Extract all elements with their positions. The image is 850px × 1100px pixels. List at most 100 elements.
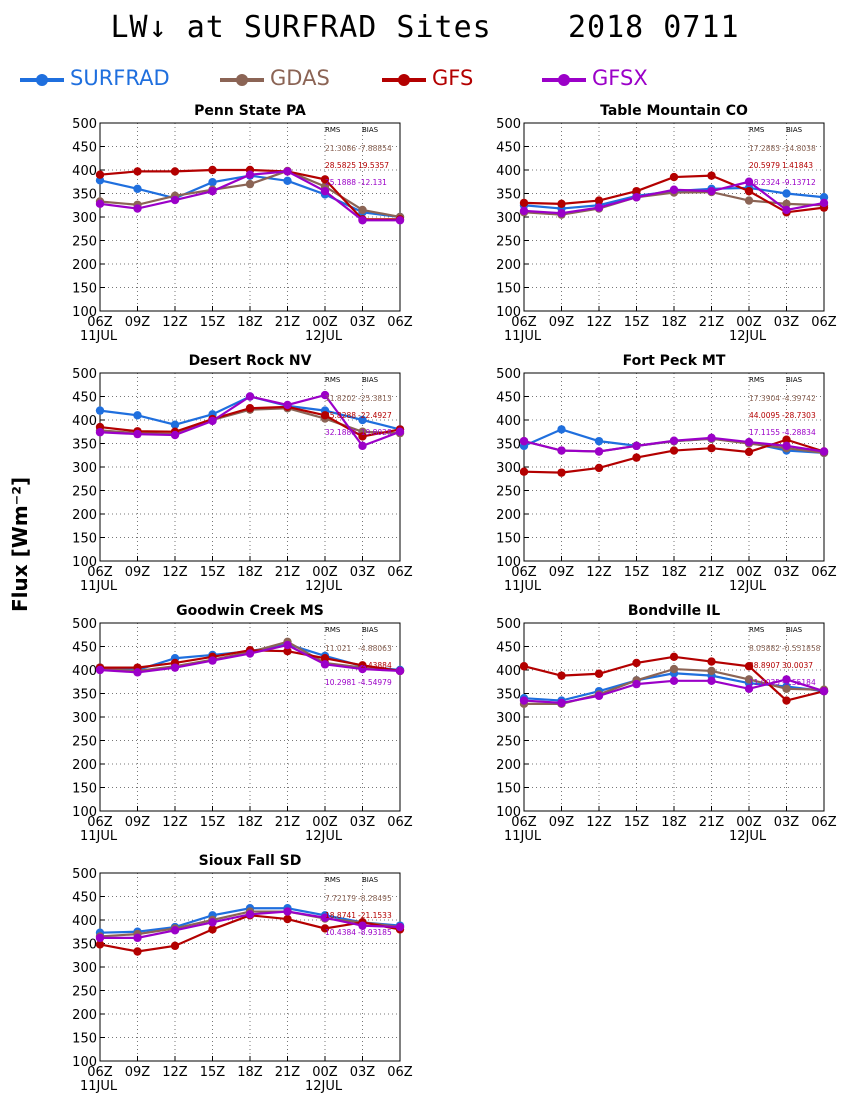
stats-rms-value: 21.3086 [325, 144, 356, 153]
data-point-gfs [133, 167, 142, 176]
x-tick-label: 03Z [350, 315, 376, 330]
data-point-gdas [782, 684, 791, 693]
y-tick-label: 500 [496, 617, 521, 632]
y-tick-label: 400 [72, 164, 97, 179]
y-tick-label: 100 [72, 305, 97, 320]
data-point-gfsx [819, 447, 829, 456]
data-point-gfsx [320, 390, 330, 400]
stats-rms-value: 10.4384 [325, 928, 356, 937]
data-point-gfsx [208, 186, 217, 196]
stats-bias-value: -12.131 [358, 178, 387, 187]
data-point-gfsx [395, 922, 405, 932]
stats-header-bias: BIAS [362, 626, 379, 634]
date-label: 11JUL [504, 829, 542, 844]
stats-rms-value: 17.1155 [749, 428, 780, 437]
date-label: 12JUL [305, 1079, 343, 1094]
y-tick-label: 400 [72, 414, 97, 429]
x-tick-label: 06Z [387, 815, 413, 830]
data-point-gfs [594, 669, 604, 678]
y-tick-label: 300 [72, 461, 97, 476]
x-tick-label: 15Z [624, 815, 650, 830]
y-tick-label: 200 [496, 758, 521, 773]
x-tick-label: 12Z [586, 815, 612, 830]
stats-bias-value: -7.88854 [358, 144, 392, 153]
y-tick-label: 100 [496, 805, 521, 820]
data-point-gfsx [358, 921, 367, 930]
data-point-gfs [170, 941, 180, 951]
y-tick-label: 350 [496, 188, 521, 203]
data-point-gfsx [557, 209, 566, 218]
stats-rms-value: 20.5979 [749, 161, 780, 170]
data-point-gfs [594, 196, 604, 205]
x-tick-label: 06Z [87, 1065, 113, 1080]
data-point-gfsx [320, 186, 330, 196]
data-point-gfsx [557, 446, 566, 455]
data-point-gdas [245, 179, 255, 189]
x-tick-label: 21Z [699, 815, 725, 830]
data-point-gfsx [395, 666, 405, 676]
data-point-gfsx [170, 430, 180, 440]
legend-line-marker-icon [542, 74, 586, 86]
stats-header-bias: BIAS [362, 376, 379, 384]
chart-title-bondville-il: Bondville IL [628, 603, 720, 619]
x-tick-label: 18Z [661, 315, 687, 330]
data-point-gfsx [669, 436, 679, 445]
chart-title-penn-state-pa: Penn State PA [194, 103, 306, 119]
data-point-gfsx [395, 427, 405, 436]
x-tick-label: 09Z [549, 565, 575, 580]
data-point-gfsx [283, 640, 292, 650]
x-tick-label: 03Z [774, 815, 800, 830]
data-point-gfsx [519, 696, 529, 705]
x-tick-label: 21Z [275, 565, 301, 580]
data-point-gfs [519, 467, 529, 476]
data-point-surfrad [358, 415, 367, 425]
y-tick-label: 250 [496, 735, 521, 750]
y-tick-label: 250 [72, 485, 97, 500]
x-tick-label: 18Z [237, 565, 263, 580]
data-point-gfsx [594, 203, 604, 212]
x-tick-label: 21Z [699, 565, 725, 580]
data-point-gfsx [744, 177, 754, 186]
data-point-gfs [632, 453, 641, 462]
x-tick-label: 12Z [162, 565, 188, 580]
y-tick-label: 450 [72, 141, 97, 156]
data-point-gfsx [819, 198, 829, 208]
y-tick-label: 500 [72, 617, 97, 632]
data-point-gfs [320, 924, 330, 933]
y-tick-label: 200 [496, 258, 521, 273]
date-label: 11JUL [80, 579, 118, 594]
x-tick-label: 15Z [624, 315, 650, 330]
chart-title-table-mountain-co: Table Mountain CO [600, 103, 748, 119]
x-tick-label: 21Z [699, 315, 725, 330]
data-point-gfsx [245, 910, 255, 919]
x-tick-label: 06Z [811, 815, 837, 830]
data-point-surfrad [95, 406, 105, 415]
chart-title-goodwin-creek-ms: Goodwin Creek MS [176, 603, 324, 619]
data-point-surfrad [782, 189, 791, 198]
y-tick-label: 300 [496, 211, 521, 226]
stats-bias-value: -22.4927 [358, 411, 392, 420]
y-tick-label: 100 [496, 555, 521, 570]
x-tick-label: 12Z [586, 315, 612, 330]
y-tick-label: 500 [496, 367, 521, 382]
x-tick-label: 03Z [774, 315, 800, 330]
x-tick-label: 03Z [350, 1065, 376, 1080]
x-tick-label: 09Z [549, 315, 575, 330]
y-tick-label: 450 [72, 391, 97, 406]
y-tick-label: 350 [496, 438, 521, 453]
stats-rms-value: 35.8288 [325, 411, 356, 420]
x-tick-label: 18Z [237, 315, 263, 330]
data-point-gfsx [95, 199, 105, 209]
data-point-gfsx [283, 907, 292, 916]
x-tick-label: 15Z [200, 565, 226, 580]
x-tick-label: 12Z [162, 315, 188, 330]
data-point-gdas [744, 675, 754, 684]
y-tick-label: 350 [72, 438, 97, 453]
x-tick-label: 06Z [811, 565, 837, 580]
y-tick-label: 450 [72, 891, 97, 906]
stats-header-rms: RMS [325, 376, 341, 384]
data-point-gfsx [133, 204, 142, 213]
x-tick-label: 09Z [125, 1065, 151, 1080]
date-label: 12JUL [729, 579, 767, 594]
